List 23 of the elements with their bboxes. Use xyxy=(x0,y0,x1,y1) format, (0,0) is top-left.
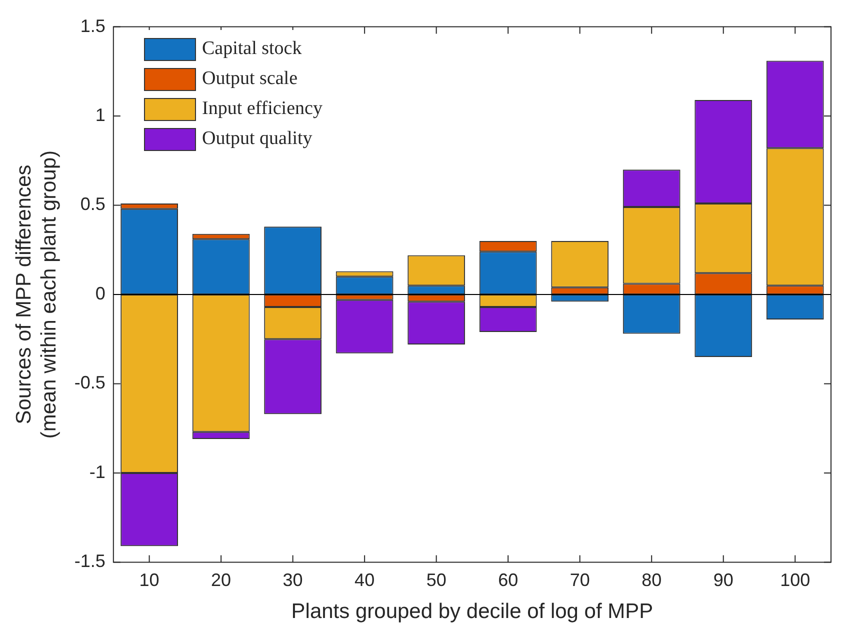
x-tick-label: 50 xyxy=(426,570,446,590)
x-tick-label: 60 xyxy=(498,570,518,590)
x-tick-label: 70 xyxy=(570,570,590,590)
x-tick-label: 30 xyxy=(282,570,303,590)
y-tick-label: 0.5 xyxy=(80,194,106,214)
x-axis-title: Plants grouped by decile of log of MPP xyxy=(291,600,654,624)
y-tick-label: 1 xyxy=(95,105,106,125)
y-tick-label: 0 xyxy=(95,283,106,304)
x-tick-label: 10 xyxy=(139,570,160,590)
x-tick-label: 40 xyxy=(354,570,375,590)
legend-label: Capital stock xyxy=(202,38,302,60)
legend-label: Output scale xyxy=(202,68,298,90)
legend-label: Input efficiency xyxy=(202,98,322,120)
x-tick-label: 100 xyxy=(780,570,810,590)
y-axis-title: Sources of MPP differences (mean within each plant group) xyxy=(12,150,61,439)
y-tick-label: -1 xyxy=(89,462,106,482)
y-tick-label: -1.5 xyxy=(74,551,106,572)
legend-label: Output quality xyxy=(202,128,312,150)
y-tick-label: -0.5 xyxy=(74,372,106,393)
x-tick-label: 20 xyxy=(211,570,232,590)
y-tick-label: 1.5 xyxy=(80,16,106,36)
x-tick-label: 80 xyxy=(642,570,662,590)
x-tick-label: 90 xyxy=(713,570,734,590)
